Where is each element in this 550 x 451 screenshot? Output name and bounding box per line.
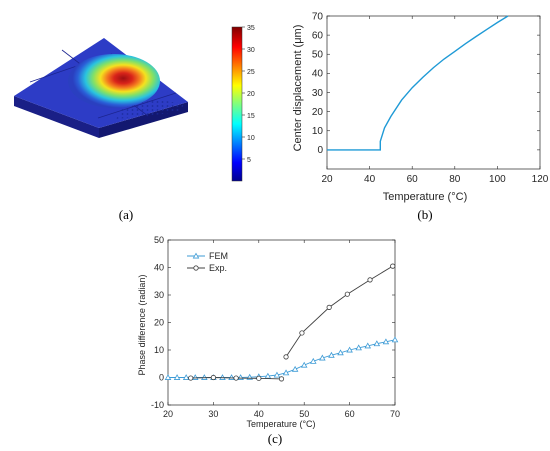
chart-b-ytick-label: 10 bbox=[312, 126, 324, 137]
colorbar-tick-label: 15 bbox=[247, 113, 255, 120]
chart-c-exp-point bbox=[367, 277, 373, 283]
chart-c-fem-point bbox=[337, 349, 344, 356]
chart-b-xlabel: Temperature (°C) bbox=[383, 191, 467, 203]
chart-c-fem-point bbox=[201, 374, 208, 380]
chart-c-fem-point bbox=[291, 365, 299, 372]
colorbar-tick-label: 25 bbox=[247, 69, 255, 76]
chart-b-xtick-label: 40 bbox=[364, 174, 376, 185]
chart-c-xtick-label: 20 bbox=[163, 409, 173, 419]
chart-c-fem-point bbox=[173, 374, 181, 380]
heated-bump bbox=[68, 54, 160, 108]
legend-label-1: Exp. bbox=[209, 263, 227, 273]
colorbar-tick-label: 5 bbox=[247, 157, 251, 164]
chart-c-xtick-label: 60 bbox=[345, 409, 355, 419]
slab-front-face bbox=[14, 96, 99, 138]
chart-c-exp-point bbox=[278, 376, 285, 382]
colorbar-tick-label: 20 bbox=[247, 91, 255, 98]
chart-c-fem-point bbox=[219, 374, 226, 380]
chart-b-xtick-label: 80 bbox=[449, 174, 461, 185]
chart-c-fem-point bbox=[319, 354, 326, 361]
chart-c-exp-point bbox=[188, 375, 194, 381]
chart-c-fem-point bbox=[355, 344, 362, 351]
chart-c-ytick-label: 50 bbox=[154, 235, 164, 245]
colorbar-tick-label: 35 bbox=[247, 25, 255, 32]
colorbar-ticks: 5 10 15 20 25 30 35 bbox=[242, 25, 255, 164]
chart-c-exp-point bbox=[210, 374, 216, 381]
chart-c-xtick-label: 30 bbox=[208, 409, 218, 419]
chart-c-ytick-label: 40 bbox=[154, 263, 164, 273]
chart-c-fem-point bbox=[382, 338, 390, 345]
chart-c-ytick-label: 0 bbox=[159, 373, 164, 383]
chart-c-exp-point bbox=[283, 354, 289, 360]
chart-b-xtick-label: 100 bbox=[489, 174, 506, 185]
chart-b-ytick-label: 30 bbox=[312, 88, 324, 99]
chart-b-ytick-label: 0 bbox=[317, 145, 323, 156]
panel-label-b: (b) bbox=[417, 207, 432, 222]
chart-c-ytick-label: 10 bbox=[154, 345, 164, 355]
chart-b-ytick-label: 20 bbox=[312, 107, 324, 118]
chart-c-fem-point bbox=[373, 340, 381, 347]
chart-c-fem-point bbox=[282, 369, 290, 376]
panel-label-c: (c) bbox=[268, 431, 282, 446]
chart-c-fem-point bbox=[328, 351, 335, 358]
chart-b-series-line bbox=[327, 15, 509, 151]
colorbar-tick-label: 30 bbox=[247, 47, 255, 54]
chart-c-ytick-label: 20 bbox=[154, 318, 164, 328]
chart-c-fem-point bbox=[310, 357, 317, 364]
chart-c-fem-point bbox=[164, 374, 172, 380]
chart-c-xtick-label: 40 bbox=[254, 409, 264, 419]
chart-b-xtick-label: 60 bbox=[407, 174, 419, 185]
chart-c-fem-point bbox=[391, 336, 399, 343]
chart-c-exp-line bbox=[285, 265, 393, 358]
legend-marker-exp bbox=[193, 265, 199, 271]
chart-c-ytick-label: 30 bbox=[154, 290, 164, 300]
chart-c-ylabel: Phase difference (radian) bbox=[137, 275, 147, 376]
chart-c-ytick-label: -10 bbox=[151, 400, 164, 410]
chart-b-ytick-label: 70 bbox=[312, 11, 324, 22]
chart-c-xtick-label: 70 bbox=[390, 409, 400, 419]
chart-c-exp-point bbox=[299, 330, 305, 336]
chart-b-xtick-label: 120 bbox=[532, 174, 549, 185]
chart-c-fem-point bbox=[182, 374, 190, 380]
legend-label-0: FEM bbox=[209, 251, 228, 261]
chart-c-exp-point bbox=[344, 291, 350, 297]
chart-b-ytick-label: 50 bbox=[312, 50, 324, 61]
chart-c-fem-point bbox=[300, 361, 308, 368]
chart-b-ytick-label: 60 bbox=[312, 30, 324, 41]
chart-b-xtick-label: 20 bbox=[321, 174, 333, 185]
chart-c-fem-line bbox=[168, 339, 396, 378]
chart-c-fem-point bbox=[273, 371, 281, 378]
colorbar bbox=[231, 26, 243, 182]
colorbar-tick-label: 10 bbox=[247, 135, 255, 142]
chart-b-ylabel: Center displacement (μm) bbox=[292, 25, 304, 152]
chart-c-exp-point bbox=[390, 263, 396, 269]
panel-label-a: (a) bbox=[119, 207, 133, 222]
chart-c-fem-point bbox=[346, 346, 353, 353]
chart-c-exp-point bbox=[256, 375, 262, 381]
chart-b-ytick-label: 40 bbox=[312, 69, 324, 80]
chart-c-xlabel: Temperature (°C) bbox=[246, 419, 315, 429]
chart-c-xtick-label: 50 bbox=[299, 409, 309, 419]
legend-marker-fem bbox=[192, 252, 200, 259]
chart-c-exp-point bbox=[326, 304, 332, 310]
chart-c-fem-point bbox=[364, 342, 372, 349]
chart-c-exp-point bbox=[233, 375, 239, 381]
